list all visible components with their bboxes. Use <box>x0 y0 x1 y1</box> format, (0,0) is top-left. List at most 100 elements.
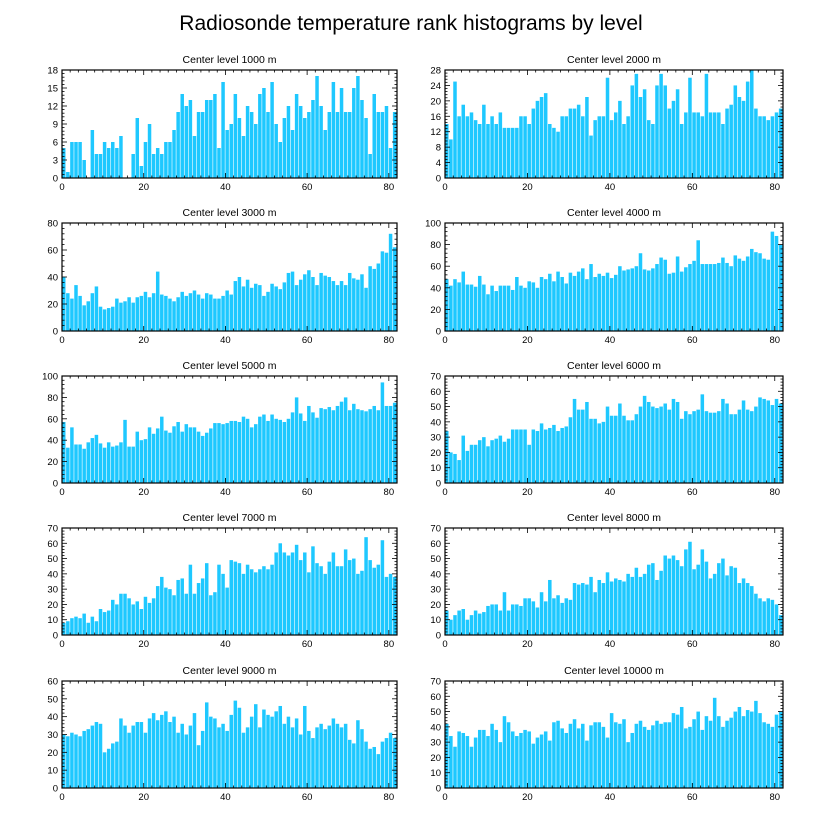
bar <box>560 602 564 635</box>
bar <box>204 293 209 331</box>
bar <box>155 720 160 788</box>
bar <box>66 447 70 483</box>
bar <box>754 252 758 331</box>
bar <box>461 435 466 483</box>
bar <box>576 409 581 483</box>
bar <box>111 142 115 178</box>
bar <box>102 142 107 178</box>
bar <box>352 558 356 635</box>
bar <box>750 711 754 788</box>
bar <box>356 573 360 635</box>
bar <box>581 409 585 483</box>
bar <box>585 740 589 788</box>
bar <box>282 552 287 635</box>
bar <box>737 258 742 331</box>
bar <box>180 431 184 483</box>
bar <box>339 281 344 331</box>
bar <box>717 716 721 788</box>
bar <box>315 285 319 331</box>
bar <box>548 740 552 788</box>
bar <box>376 410 381 483</box>
bar <box>449 619 453 635</box>
bar <box>700 264 705 331</box>
bar <box>642 89 647 178</box>
bar <box>659 406 663 483</box>
bar <box>741 260 746 331</box>
bar <box>274 552 278 635</box>
bar <box>164 711 168 788</box>
bar <box>82 305 86 331</box>
bar <box>368 560 372 635</box>
bar <box>494 729 498 788</box>
y-tick-label: 20 <box>47 457 58 468</box>
y-tick-label: 50 <box>430 554 441 565</box>
bar <box>98 154 103 178</box>
bar <box>523 287 527 331</box>
bar <box>675 560 680 635</box>
y-tick-label: 40 <box>430 722 441 733</box>
bar <box>774 714 779 788</box>
panel-1: Center level 1000 m 0 20 40 60 80 0 3 6 9 12 15 18 <box>47 54 398 193</box>
bar <box>151 433 156 483</box>
plot-frame <box>61 375 398 484</box>
bar <box>196 745 201 788</box>
bar <box>642 395 647 483</box>
bar <box>473 444 478 483</box>
bar <box>66 621 70 635</box>
bar <box>539 734 544 788</box>
bar <box>119 593 123 635</box>
bar <box>556 431 560 483</box>
bar <box>384 738 389 788</box>
bar <box>298 560 303 635</box>
bar <box>614 578 618 635</box>
bar <box>204 432 209 483</box>
panel-title: Center level 4000 m <box>567 207 661 219</box>
bar <box>372 94 376 178</box>
bar <box>335 285 340 331</box>
bar <box>758 253 762 331</box>
bar <box>490 440 494 483</box>
bar <box>274 286 278 331</box>
bar <box>510 604 515 635</box>
bar <box>465 736 470 788</box>
bar <box>597 423 602 483</box>
bar <box>774 604 779 635</box>
bar <box>712 412 717 483</box>
bar <box>347 410 352 483</box>
bar <box>225 130 229 178</box>
bar <box>601 583 606 635</box>
bar <box>233 561 238 635</box>
bar <box>347 560 352 635</box>
bar <box>671 100 676 178</box>
y-tick-label: 0 <box>436 327 441 338</box>
bar <box>143 596 148 635</box>
bar <box>62 734 66 788</box>
bar <box>494 604 498 635</box>
bar <box>473 120 478 178</box>
bar <box>704 716 709 788</box>
bar <box>593 277 597 331</box>
x-tick-label: 20 <box>522 487 533 498</box>
bar <box>384 252 389 331</box>
y-tick-label: 50 <box>47 694 58 705</box>
bar <box>245 564 250 635</box>
bar <box>564 598 569 635</box>
bar <box>638 97 643 178</box>
bar <box>184 106 189 178</box>
y-tick-label: 40 <box>430 569 441 580</box>
bar <box>123 593 127 635</box>
bar <box>581 268 585 331</box>
bar <box>568 417 573 483</box>
bar <box>78 295 82 331</box>
bar <box>172 130 176 178</box>
bar <box>221 573 225 635</box>
bar <box>515 736 519 788</box>
bar <box>364 411 368 483</box>
bar <box>675 714 680 788</box>
bar <box>70 298 74 331</box>
bar <box>630 576 635 635</box>
plot-frame <box>444 680 784 789</box>
bar <box>364 741 368 788</box>
panel-title: Center level 8000 m <box>567 512 661 524</box>
bar <box>135 297 140 331</box>
